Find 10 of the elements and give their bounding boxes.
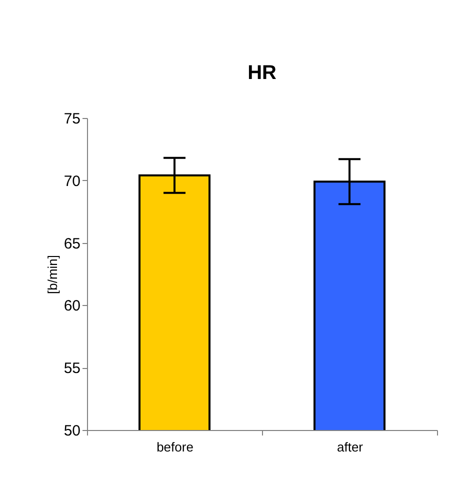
y-tick-label: 70	[64, 172, 80, 190]
y-tick-label: 60	[64, 298, 80, 315]
y-tick-label: 55	[64, 360, 80, 378]
x-tick-label: before	[156, 440, 194, 454]
y-tick-label: 65	[64, 235, 80, 252]
chart-title: HR	[248, 62, 277, 84]
y-tick-label: 75	[64, 110, 80, 128]
y-tick-label: 50	[64, 422, 80, 440]
y-axis-title: [b/min]	[44, 254, 60, 294]
x-tick-label: after	[336, 440, 364, 454]
